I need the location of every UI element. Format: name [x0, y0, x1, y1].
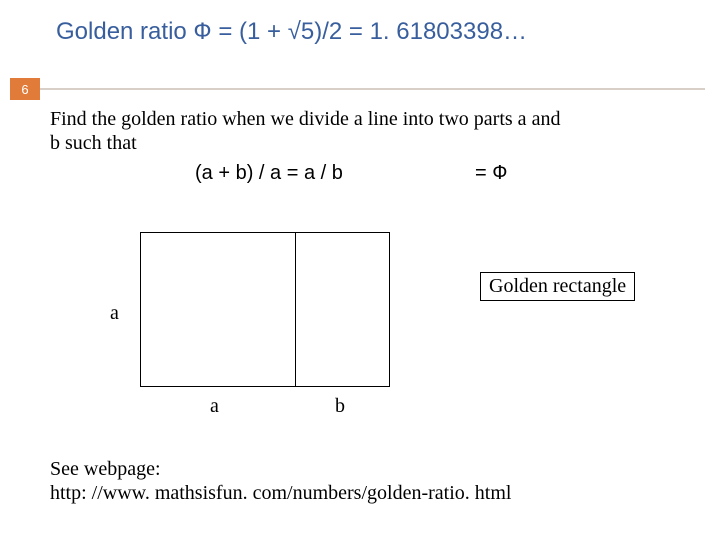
slide-title: Golden ratio Ф = (1 + √5)/2 = 1. 6180339…: [56, 18, 527, 46]
equation-rhs: = Ф: [475, 162, 507, 185]
label-a-side: a: [110, 302, 119, 325]
rect-outer: [140, 232, 390, 387]
golden-rectangle-label: Golden rectangle: [480, 272, 635, 301]
intro-line-2: b such that: [50, 132, 137, 155]
footer-line-1: See webpage:: [50, 458, 161, 481]
golden-rectangle-diagram: [140, 232, 390, 387]
footer-url: http: //www. mathsisfun. com/numbers/gol…: [50, 482, 511, 505]
title-rule: [40, 88, 705, 90]
equation-main: (a + b) / a = a / b: [195, 162, 343, 185]
intro-line-1: Find the golden ratio when we divide a l…: [50, 108, 670, 131]
label-a-bottom: a: [210, 395, 219, 418]
slide-number-badge: 6: [10, 78, 40, 100]
label-b-bottom: b: [335, 395, 345, 418]
rect-divider: [295, 232, 296, 387]
